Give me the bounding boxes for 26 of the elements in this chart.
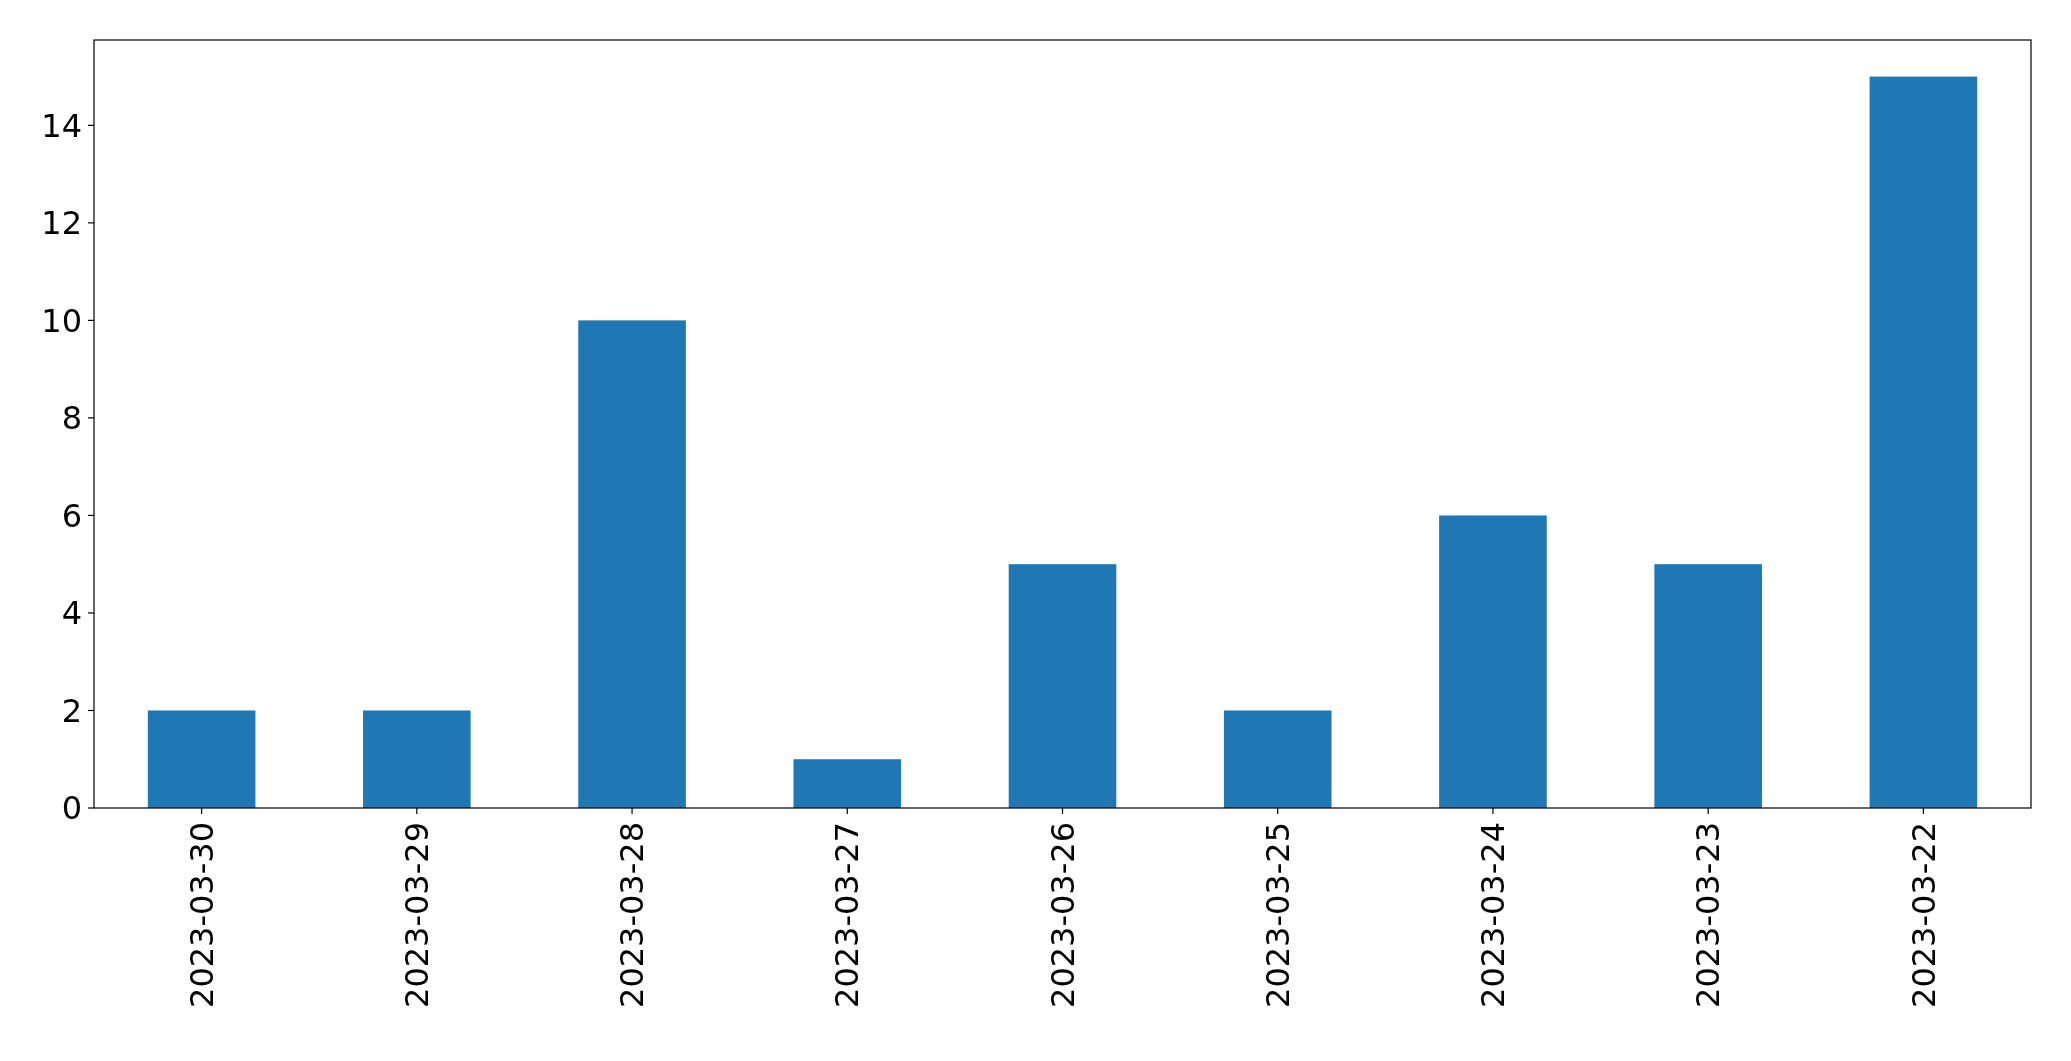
x-tick-label: 2023-03-23 — [1689, 822, 1728, 1008]
y-tick-label: 14 — [41, 106, 82, 145]
bar — [793, 759, 902, 808]
bar — [1654, 564, 1762, 808]
x-tick-label: 2023-03-27 — [828, 822, 867, 1008]
bar — [1223, 710, 1332, 808]
bar — [1869, 76, 1978, 808]
y-tick-label: 6 — [61, 496, 82, 535]
y-tick-label: 10 — [41, 301, 82, 340]
x-tick-label: 2023-03-26 — [1043, 822, 1082, 1008]
y-tick-label: 12 — [41, 204, 82, 243]
x-tick-label: 2023-03-30 — [182, 822, 221, 1008]
bar — [1439, 515, 1547, 808]
y-tick-label: 8 — [61, 399, 82, 438]
bar — [1008, 564, 1117, 808]
bar — [147, 710, 256, 808]
x-tick-label: 2023-03-29 — [398, 822, 437, 1008]
x-tick-label: 2023-03-22 — [1904, 822, 1943, 1008]
x-tick-label: 2023-03-25 — [1258, 822, 1297, 1008]
y-tick-label: 0 — [61, 789, 82, 828]
y-tick-label: 2 — [61, 691, 82, 730]
bar — [363, 710, 471, 808]
bar — [578, 320, 686, 808]
x-tick-label: 2023-03-28 — [613, 822, 652, 1008]
x-tick-label: 2023-03-24 — [1474, 822, 1513, 1008]
y-tick-label: 4 — [61, 594, 82, 633]
